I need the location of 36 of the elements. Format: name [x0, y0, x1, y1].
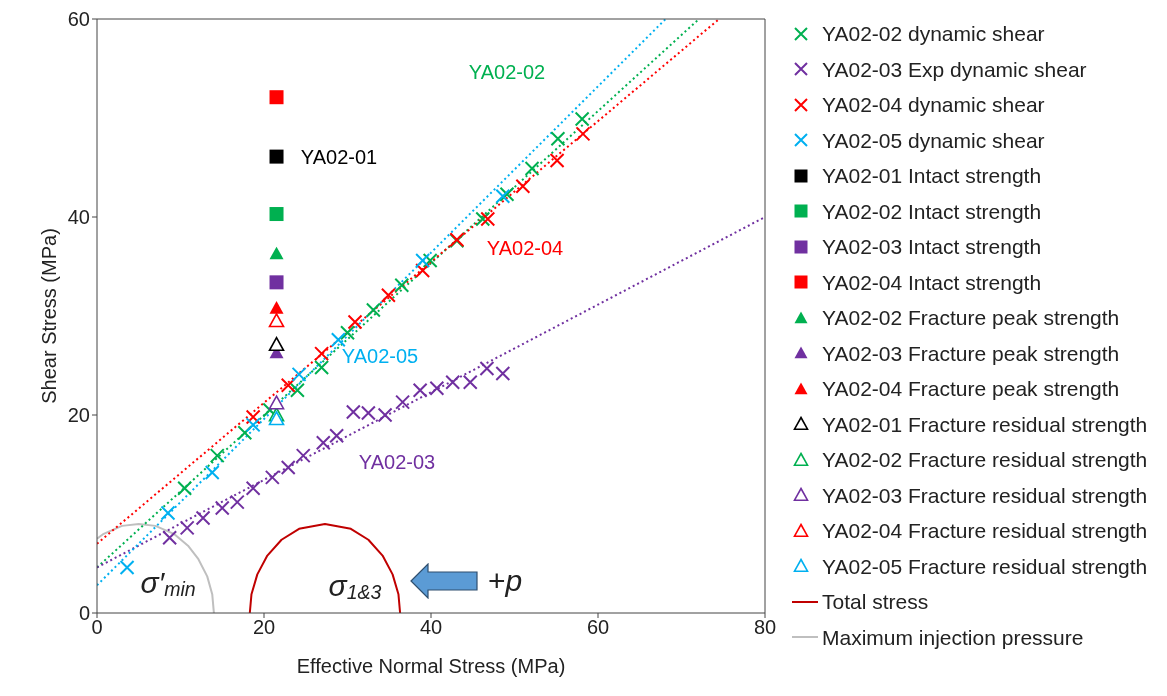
annotation: YA02-05 [341, 345, 419, 367]
x-tick-label: 60 [586, 616, 610, 639]
legend-label: YA02-02 Fracture peak strength [822, 305, 1120, 331]
legend-label: YA02-04 dynamic shear [822, 92, 1045, 118]
x-tick-label: 20 [252, 616, 276, 639]
y-tick-label: 40 [67, 206, 90, 229]
y-tick-label: 20 [67, 404, 90, 427]
legend-label: YA02-03 Exp dynamic shear [822, 56, 1087, 83]
legend-label: YA02-01 Intact strength [822, 163, 1042, 189]
legend-label: YA02-02 dynamic shear [822, 21, 1045, 47]
y-tick-label: 60 [67, 8, 90, 31]
legend-label: YA02-03 Intact strength [822, 234, 1042, 260]
legend-label: YA02-04 Fracture residual strength [822, 518, 1148, 544]
legend-label: YA02-05 dynamic shear [822, 127, 1045, 154]
annotation: +p [487, 563, 523, 597]
legend-label: YA02-01 Fracture residual strength [822, 411, 1148, 438]
annotation: YA02-02 [468, 61, 546, 83]
annotation: YA02-04 [486, 237, 564, 259]
legend-label: YA02-03 Fracture residual strength [822, 482, 1148, 509]
y-axis-title: Shear Stress (MPa) [38, 228, 61, 404]
legend-label: YA02-04 Intact strength [822, 269, 1042, 296]
legend-label: YA02-03 Fracture peak strength [822, 340, 1120, 367]
x-tick-label: 40 [419, 616, 443, 639]
legend-label: YA02-04 Fracture peak strength [822, 376, 1120, 402]
x-axis-title: Effective Normal Stress (MPa) [296, 655, 566, 677]
annotation: σ′$_{min}$ [140, 565, 196, 600]
legend-label: YA02-02 Intact strength [822, 198, 1042, 225]
x-tick-label: 80 [753, 616, 777, 639]
legend-label: YA02-02 Fracture residual strength [822, 447, 1148, 473]
annotation: YA02-03 [358, 451, 436, 473]
legend-label: Maximum injection pressure [822, 624, 1084, 651]
annotation: σ$_{1&3}$ [328, 568, 382, 603]
legend-label: YA02-05 Fracture residual strength [822, 553, 1148, 580]
legend-label: Total stress [822, 589, 929, 615]
y-tick-label: 0 [78, 602, 90, 625]
annotation: YA02-01 [300, 146, 378, 168]
